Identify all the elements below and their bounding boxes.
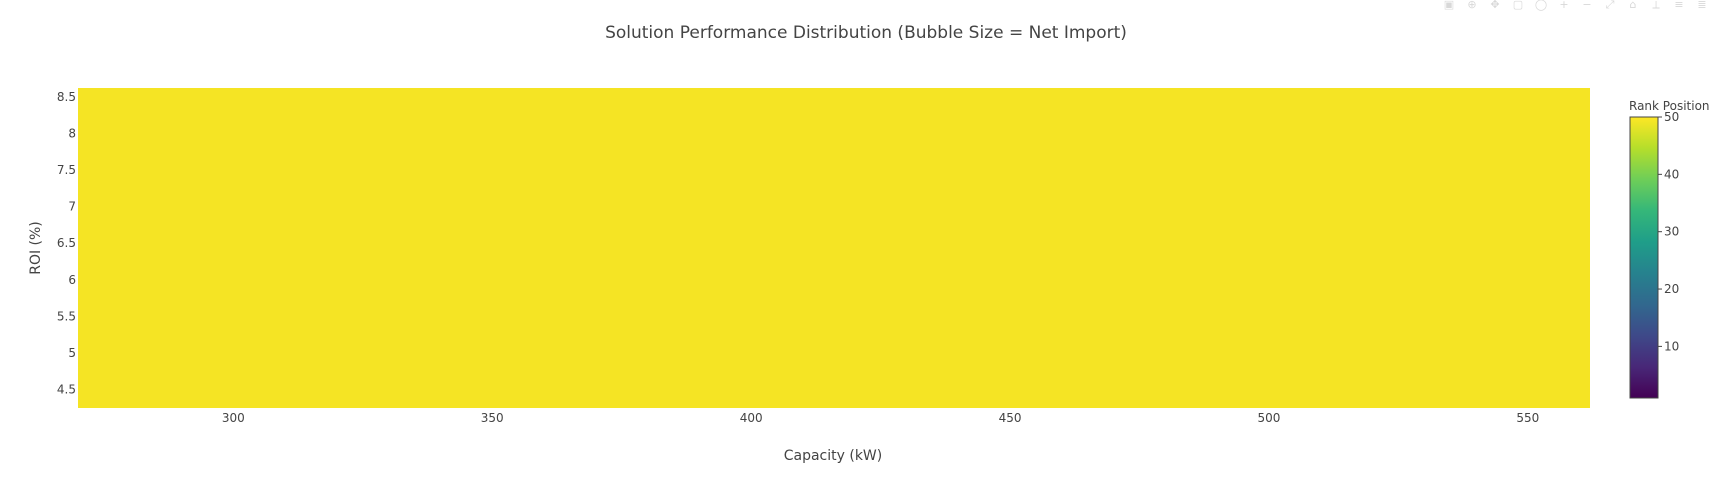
y-tick-label: 7 (68, 200, 76, 214)
y-tick-label: 6 (68, 273, 76, 287)
autoscale-icon[interactable]: ⤢ (1605, 0, 1615, 11)
y-axis-ticks: 4.5 5 5.5 6 6.5 7 7.5 8 8.5 (57, 90, 76, 397)
hover-closest-icon[interactable]: ≡ (1674, 0, 1684, 11)
colorbar: Rank Position 10 20 30 40 50 (1629, 99, 1710, 399)
x-tick-label: 300 (222, 411, 245, 425)
y-tick-label: 5 (68, 346, 76, 360)
x-tick-label: 350 (481, 411, 504, 425)
plot-area[interactable] (78, 88, 1590, 408)
x-tick-label: 550 (1516, 411, 1539, 425)
download-plot-icon[interactable]: ▣ (1443, 0, 1455, 11)
colorbar-tick-label: 30 (1664, 225, 1679, 239)
reset-axes-icon[interactable]: ⌂ (1629, 0, 1637, 11)
zoom-in-icon[interactable]: + (1559, 0, 1569, 11)
colorbar-title: Rank Position (1629, 99, 1710, 113)
lasso-select-icon[interactable]: ◯ (1534, 0, 1548, 11)
colorbar-ticks: 10 20 30 40 50 (1658, 110, 1679, 353)
colorbar-tick-label: 10 (1664, 339, 1679, 353)
colorbar-tick-label: 50 (1664, 110, 1679, 124)
colorbar-tick-label: 20 (1664, 282, 1679, 296)
x-axis-title: Capacity (kW) (784, 448, 883, 464)
y-tick-label: 7.5 (57, 163, 76, 177)
zoom-icon[interactable]: ⊕ (1467, 0, 1477, 11)
y-tick-label: 8.5 (57, 90, 76, 104)
y-tick-label: 5.5 (57, 309, 76, 323)
y-tick-label: 8 (68, 126, 76, 140)
colorbar-tick-label: 40 (1664, 167, 1679, 181)
x-tick-label: 400 (740, 411, 763, 425)
chart-title: Solution Performance Distribution (Bubbl… (605, 23, 1127, 43)
hover-compare-icon[interactable]: ≣ (1697, 0, 1707, 11)
spike-lines-icon[interactable]: ⟂ (1652, 0, 1660, 11)
x-axis-ticks: 300 350 400 450 500 550 (222, 411, 1539, 425)
plot-fill (78, 88, 1590, 408)
pan-icon[interactable]: ✥ (1490, 0, 1500, 11)
y-tick-label: 6.5 (57, 236, 76, 250)
colorbar-scale (1629, 116, 1659, 399)
y-tick-label: 4.5 (57, 383, 76, 397)
y-axis-title: ROI (%) (28, 221, 44, 275)
x-tick-label: 500 (1258, 411, 1281, 425)
x-tick-label: 450 (999, 411, 1022, 425)
box-select-icon[interactable]: ▢ (1512, 0, 1524, 11)
zoom-out-icon[interactable]: − (1582, 0, 1592, 11)
modebar: ▣ ⊕ ✥ ▢ ◯ + − ⤢ ⌂ ⟂ ≡ ≣ (1442, 0, 1709, 10)
